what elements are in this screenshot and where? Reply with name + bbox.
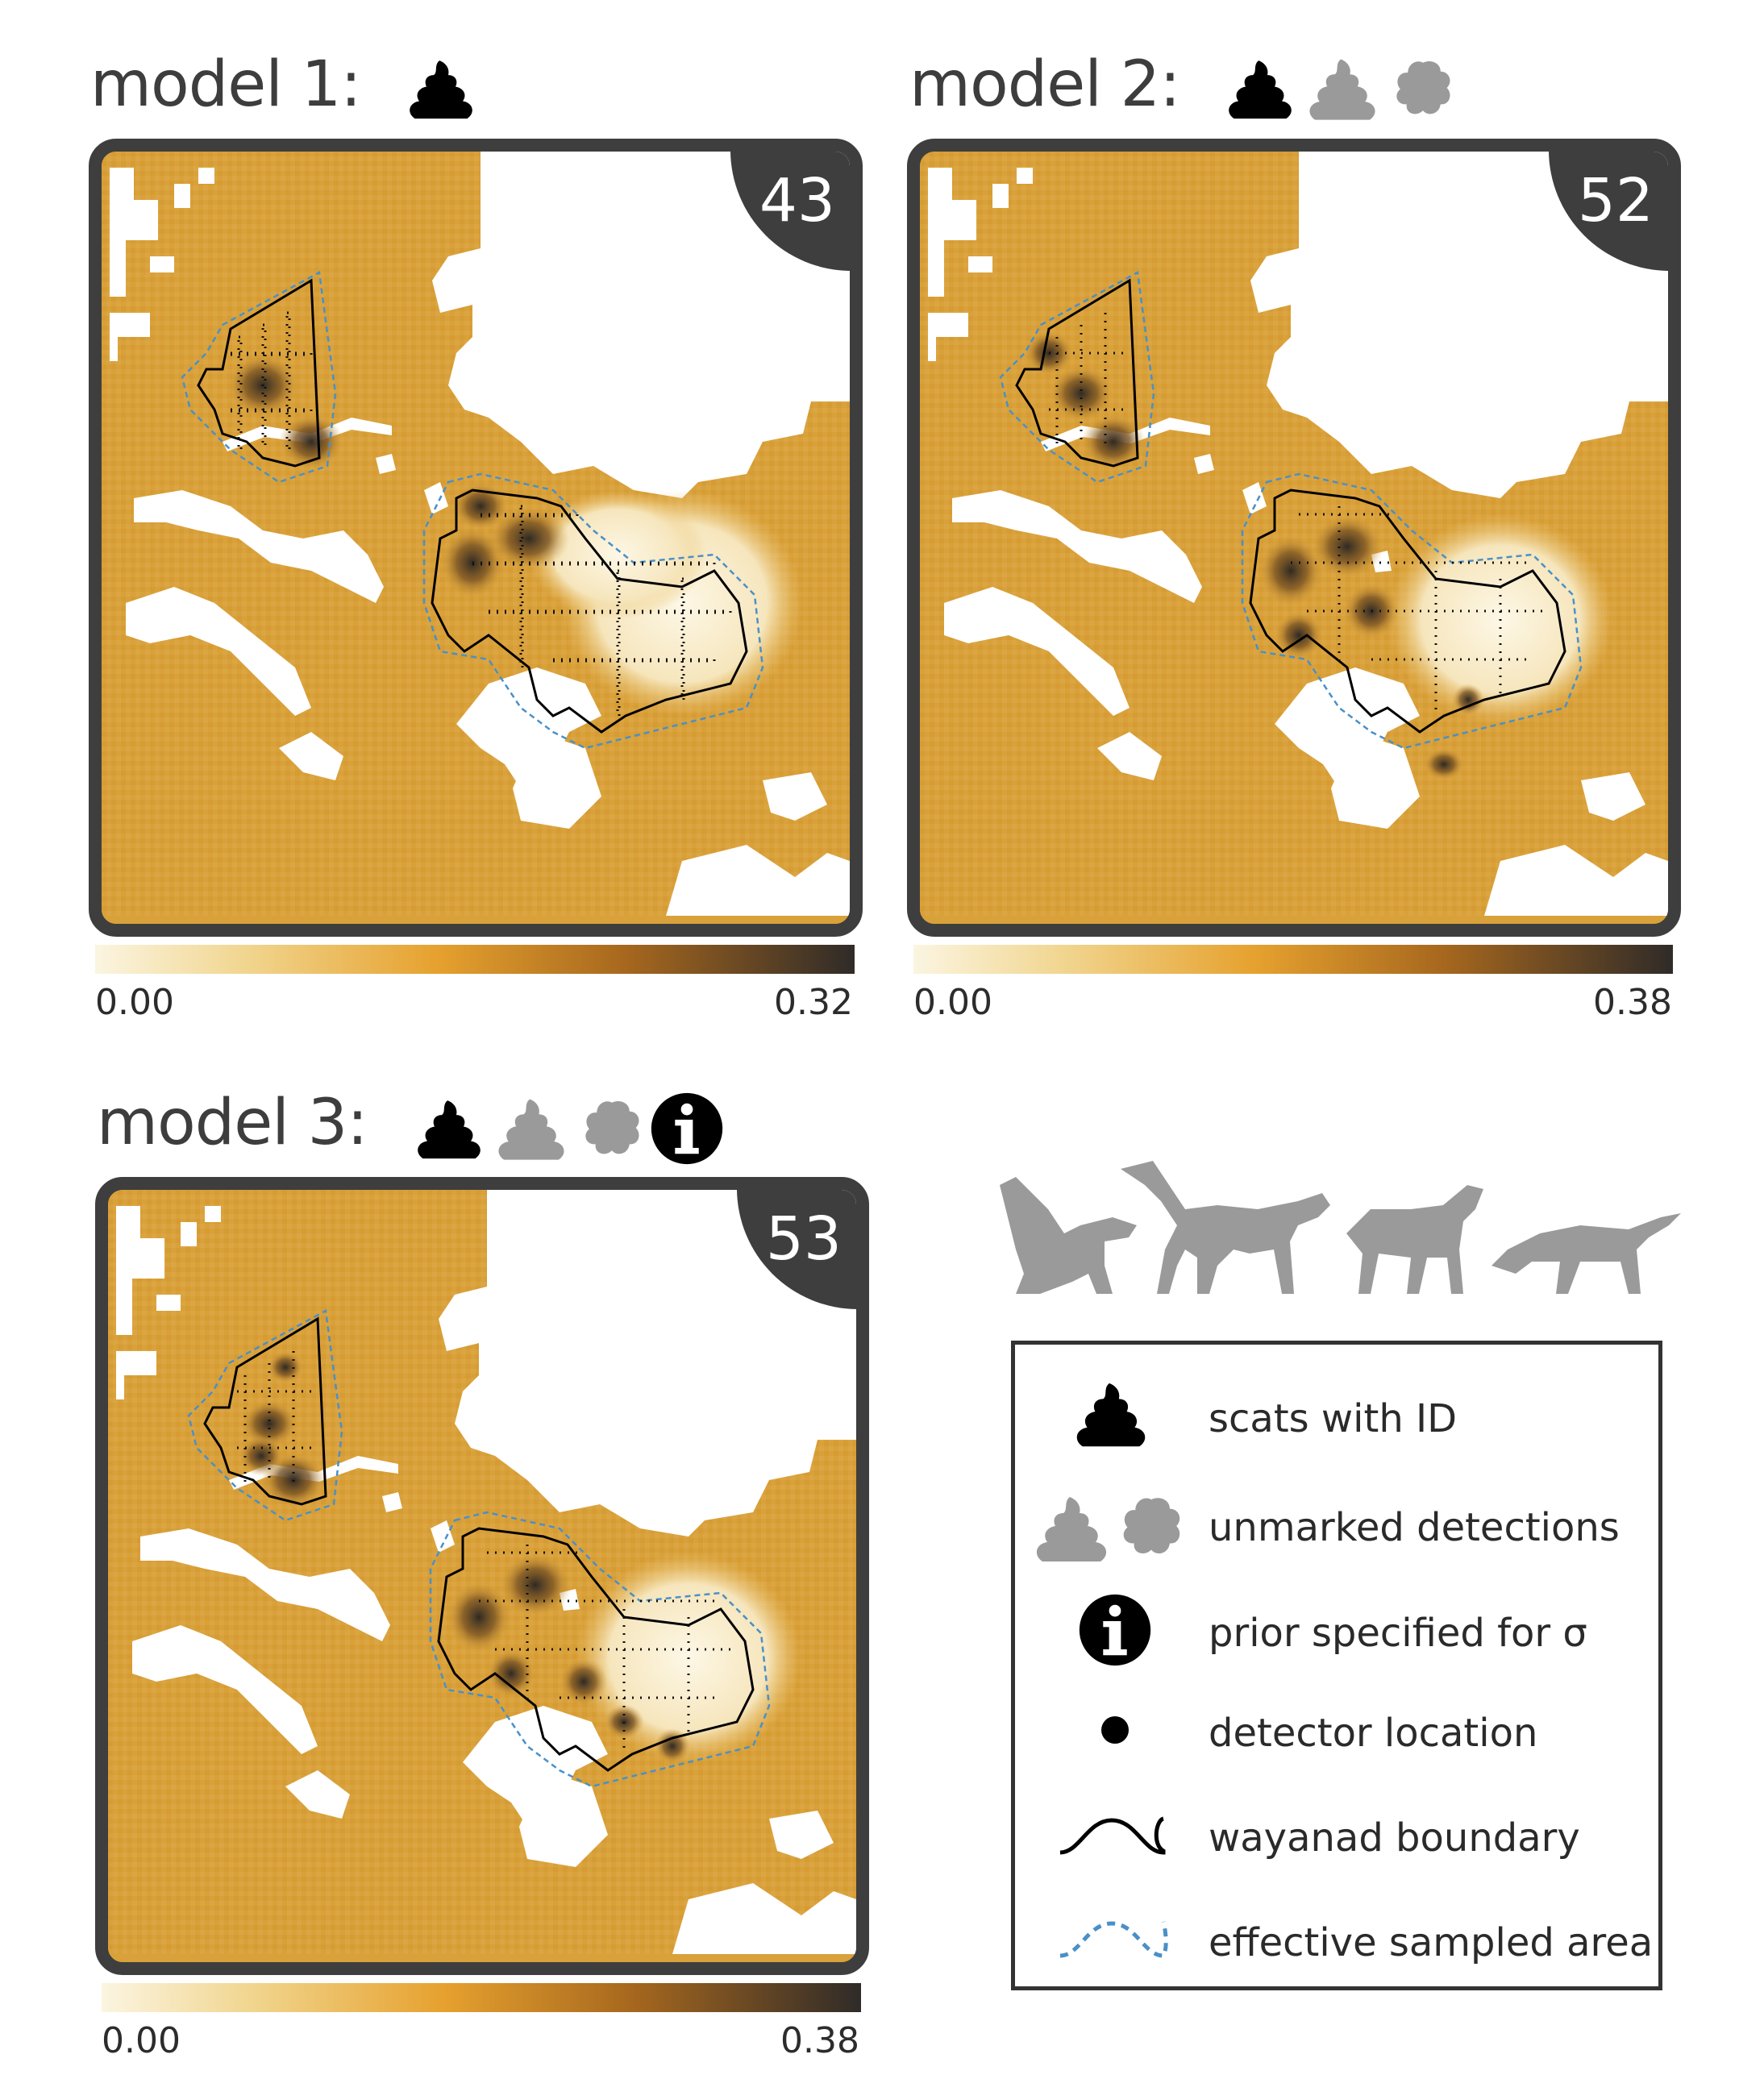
wave-dashed-icon bbox=[1059, 1921, 1168, 1958]
paw-grey-icon bbox=[1392, 52, 1454, 124]
scale-max-label: 0.38 bbox=[1593, 982, 1672, 1023]
map-panel-3: 53 bbox=[95, 1177, 869, 1975]
panel-title-1: model 1: bbox=[90, 48, 362, 121]
scale-min-label: 0.00 bbox=[102, 2020, 181, 2061]
legend: scats with ID unmarked detections prior … bbox=[1011, 1341, 1662, 1990]
paw-grey-icon bbox=[580, 1092, 643, 1164]
density-map bbox=[102, 152, 850, 916]
scat-black-icon bbox=[1224, 55, 1296, 126]
wayanad-boundary bbox=[197, 278, 321, 468]
scat-black-icon bbox=[413, 1095, 485, 1166]
info-icon bbox=[1078, 1593, 1152, 1667]
color-scale-bar bbox=[913, 945, 1673, 974]
scat-grey-icon bbox=[1030, 1494, 1113, 1566]
legend-item: scats with ID bbox=[1015, 1369, 1658, 1466]
scat-black-icon bbox=[1071, 1377, 1150, 1454]
scat-grey-icon bbox=[493, 1095, 569, 1166]
legend-item: effective sampled area bbox=[1015, 1901, 1658, 1998]
map-panel-2: 52 bbox=[907, 139, 1681, 937]
panel-title-2: model 2: bbox=[909, 48, 1181, 121]
color-scale-bar bbox=[102, 1983, 861, 2012]
color-scale-bar bbox=[95, 945, 855, 974]
panel-title-3: model 3: bbox=[97, 1087, 368, 1159]
scale-max-label: 0.38 bbox=[780, 2020, 859, 2061]
dhole-silhouettes bbox=[1000, 1161, 1681, 1294]
scale-max-label: 0.32 bbox=[774, 982, 853, 1023]
legend-item: wayanad boundary bbox=[1015, 1796, 1658, 1893]
scat-grey-icon bbox=[1304, 55, 1380, 126]
density-map bbox=[920, 152, 1668, 916]
legend-item: unmarked detections bbox=[1015, 1478, 1658, 1574]
scale-min-label: 0.00 bbox=[913, 982, 992, 1023]
density-map bbox=[108, 1190, 856, 1954]
map-panel-1: 43 bbox=[89, 139, 863, 937]
scale-min-label: 0.00 bbox=[95, 982, 174, 1023]
wave-solid-icon bbox=[1059, 1816, 1166, 1855]
legend-item: detector location bbox=[1015, 1691, 1658, 1788]
scat-black-icon bbox=[405, 55, 477, 126]
legend-item: prior specified for σ bbox=[1015, 1586, 1658, 1683]
dot-icon bbox=[1101, 1716, 1129, 1744]
paw-grey-icon bbox=[1118, 1486, 1184, 1566]
info-icon bbox=[650, 1092, 724, 1166]
score-badge: 53 bbox=[737, 1190, 856, 1309]
